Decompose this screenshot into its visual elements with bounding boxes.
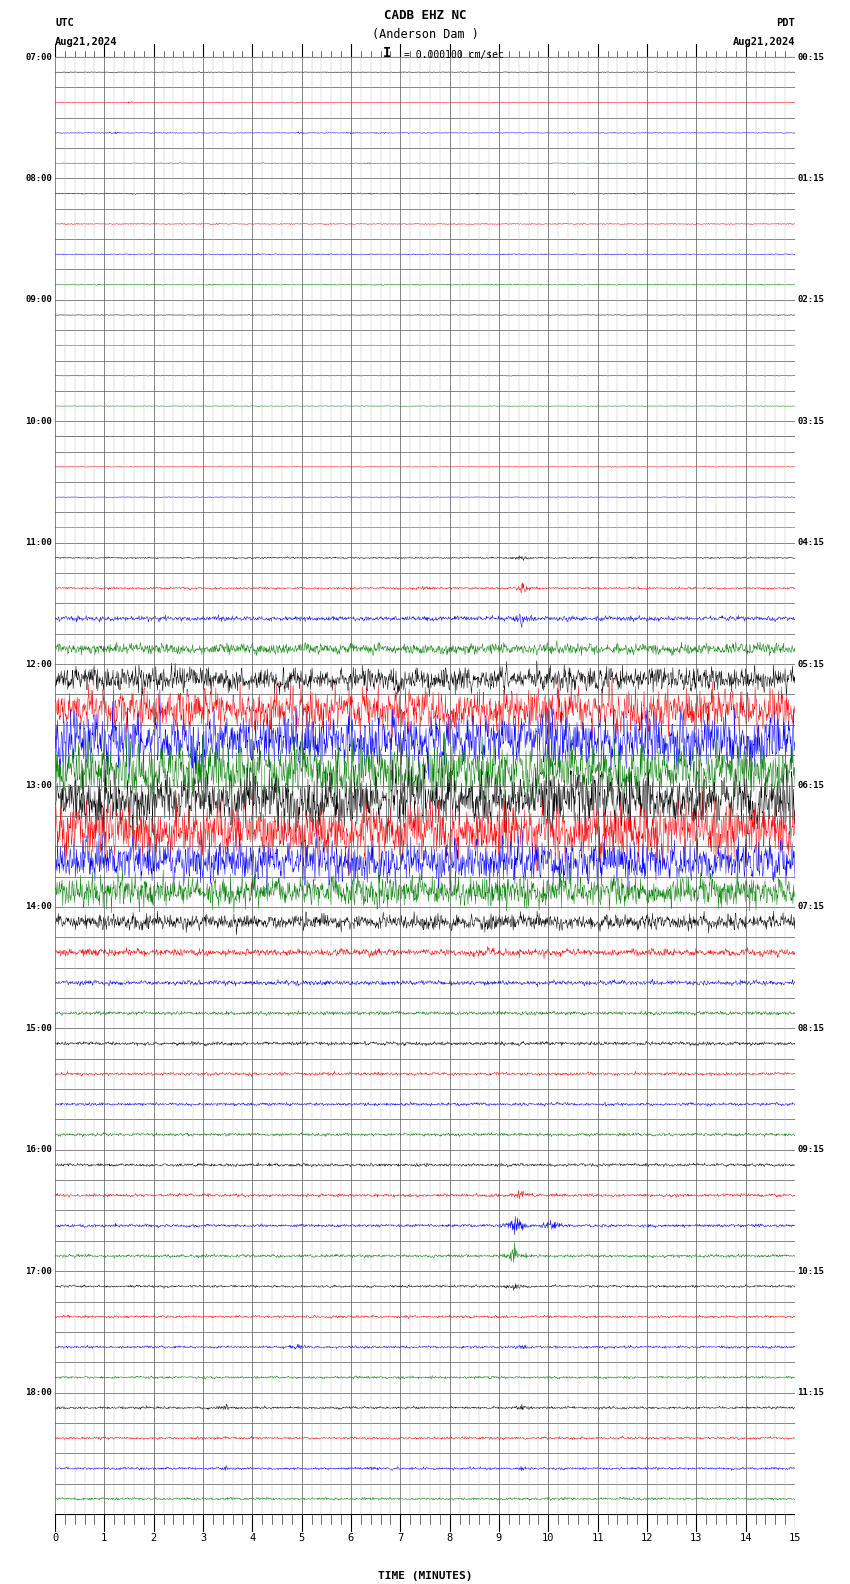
Text: (Anderson Dam ): (Anderson Dam ) bbox=[371, 29, 479, 41]
Text: 7: 7 bbox=[397, 1532, 404, 1543]
Text: 18:00: 18:00 bbox=[26, 1388, 53, 1397]
Text: 00:15: 00:15 bbox=[797, 52, 824, 62]
Text: 08:15: 08:15 bbox=[797, 1023, 824, 1033]
Text: = 0.000100 cm/sec: = 0.000100 cm/sec bbox=[404, 51, 503, 60]
Text: 15: 15 bbox=[789, 1532, 802, 1543]
Text: 17:00: 17:00 bbox=[26, 1267, 53, 1275]
Text: 10:00: 10:00 bbox=[26, 417, 53, 426]
Text: I: I bbox=[382, 46, 391, 60]
Text: 04:15: 04:15 bbox=[797, 539, 824, 546]
Text: 03:15: 03:15 bbox=[797, 417, 824, 426]
Text: 9: 9 bbox=[496, 1532, 502, 1543]
Text: 09:15: 09:15 bbox=[797, 1145, 824, 1155]
Text: 01:15: 01:15 bbox=[797, 174, 824, 182]
Text: 14: 14 bbox=[740, 1532, 752, 1543]
Text: 12: 12 bbox=[641, 1532, 654, 1543]
Text: 16:00: 16:00 bbox=[26, 1145, 53, 1155]
Text: 11: 11 bbox=[592, 1532, 603, 1543]
Text: 12:00: 12:00 bbox=[26, 659, 53, 668]
Text: Aug21,2024: Aug21,2024 bbox=[55, 38, 117, 48]
Text: 13: 13 bbox=[690, 1532, 703, 1543]
Text: 5: 5 bbox=[298, 1532, 305, 1543]
Text: 0: 0 bbox=[52, 1532, 58, 1543]
Text: TIME (MINUTES): TIME (MINUTES) bbox=[377, 1571, 473, 1581]
Text: 02:15: 02:15 bbox=[797, 295, 824, 304]
Text: 15:00: 15:00 bbox=[26, 1023, 53, 1033]
Text: 11:00: 11:00 bbox=[26, 539, 53, 546]
Text: Aug21,2024: Aug21,2024 bbox=[733, 38, 795, 48]
Text: 08:00: 08:00 bbox=[26, 174, 53, 182]
Text: 10: 10 bbox=[542, 1532, 554, 1543]
Text: UTC: UTC bbox=[55, 19, 74, 29]
Text: 05:15: 05:15 bbox=[797, 659, 824, 668]
Text: CADB EHZ NC: CADB EHZ NC bbox=[383, 10, 467, 22]
Text: 11:15: 11:15 bbox=[797, 1388, 824, 1397]
Text: 6: 6 bbox=[348, 1532, 354, 1543]
Text: 14:00: 14:00 bbox=[26, 903, 53, 911]
Text: 4: 4 bbox=[249, 1532, 256, 1543]
Text: 2: 2 bbox=[150, 1532, 156, 1543]
Text: 10:15: 10:15 bbox=[797, 1267, 824, 1275]
Text: PDT: PDT bbox=[776, 19, 795, 29]
Text: 8: 8 bbox=[446, 1532, 453, 1543]
Text: 06:15: 06:15 bbox=[797, 781, 824, 790]
Text: 1: 1 bbox=[101, 1532, 107, 1543]
Text: 09:00: 09:00 bbox=[26, 295, 53, 304]
Text: 07:15: 07:15 bbox=[797, 903, 824, 911]
Text: 3: 3 bbox=[200, 1532, 206, 1543]
Text: 07:00: 07:00 bbox=[26, 52, 53, 62]
Text: 13:00: 13:00 bbox=[26, 781, 53, 790]
